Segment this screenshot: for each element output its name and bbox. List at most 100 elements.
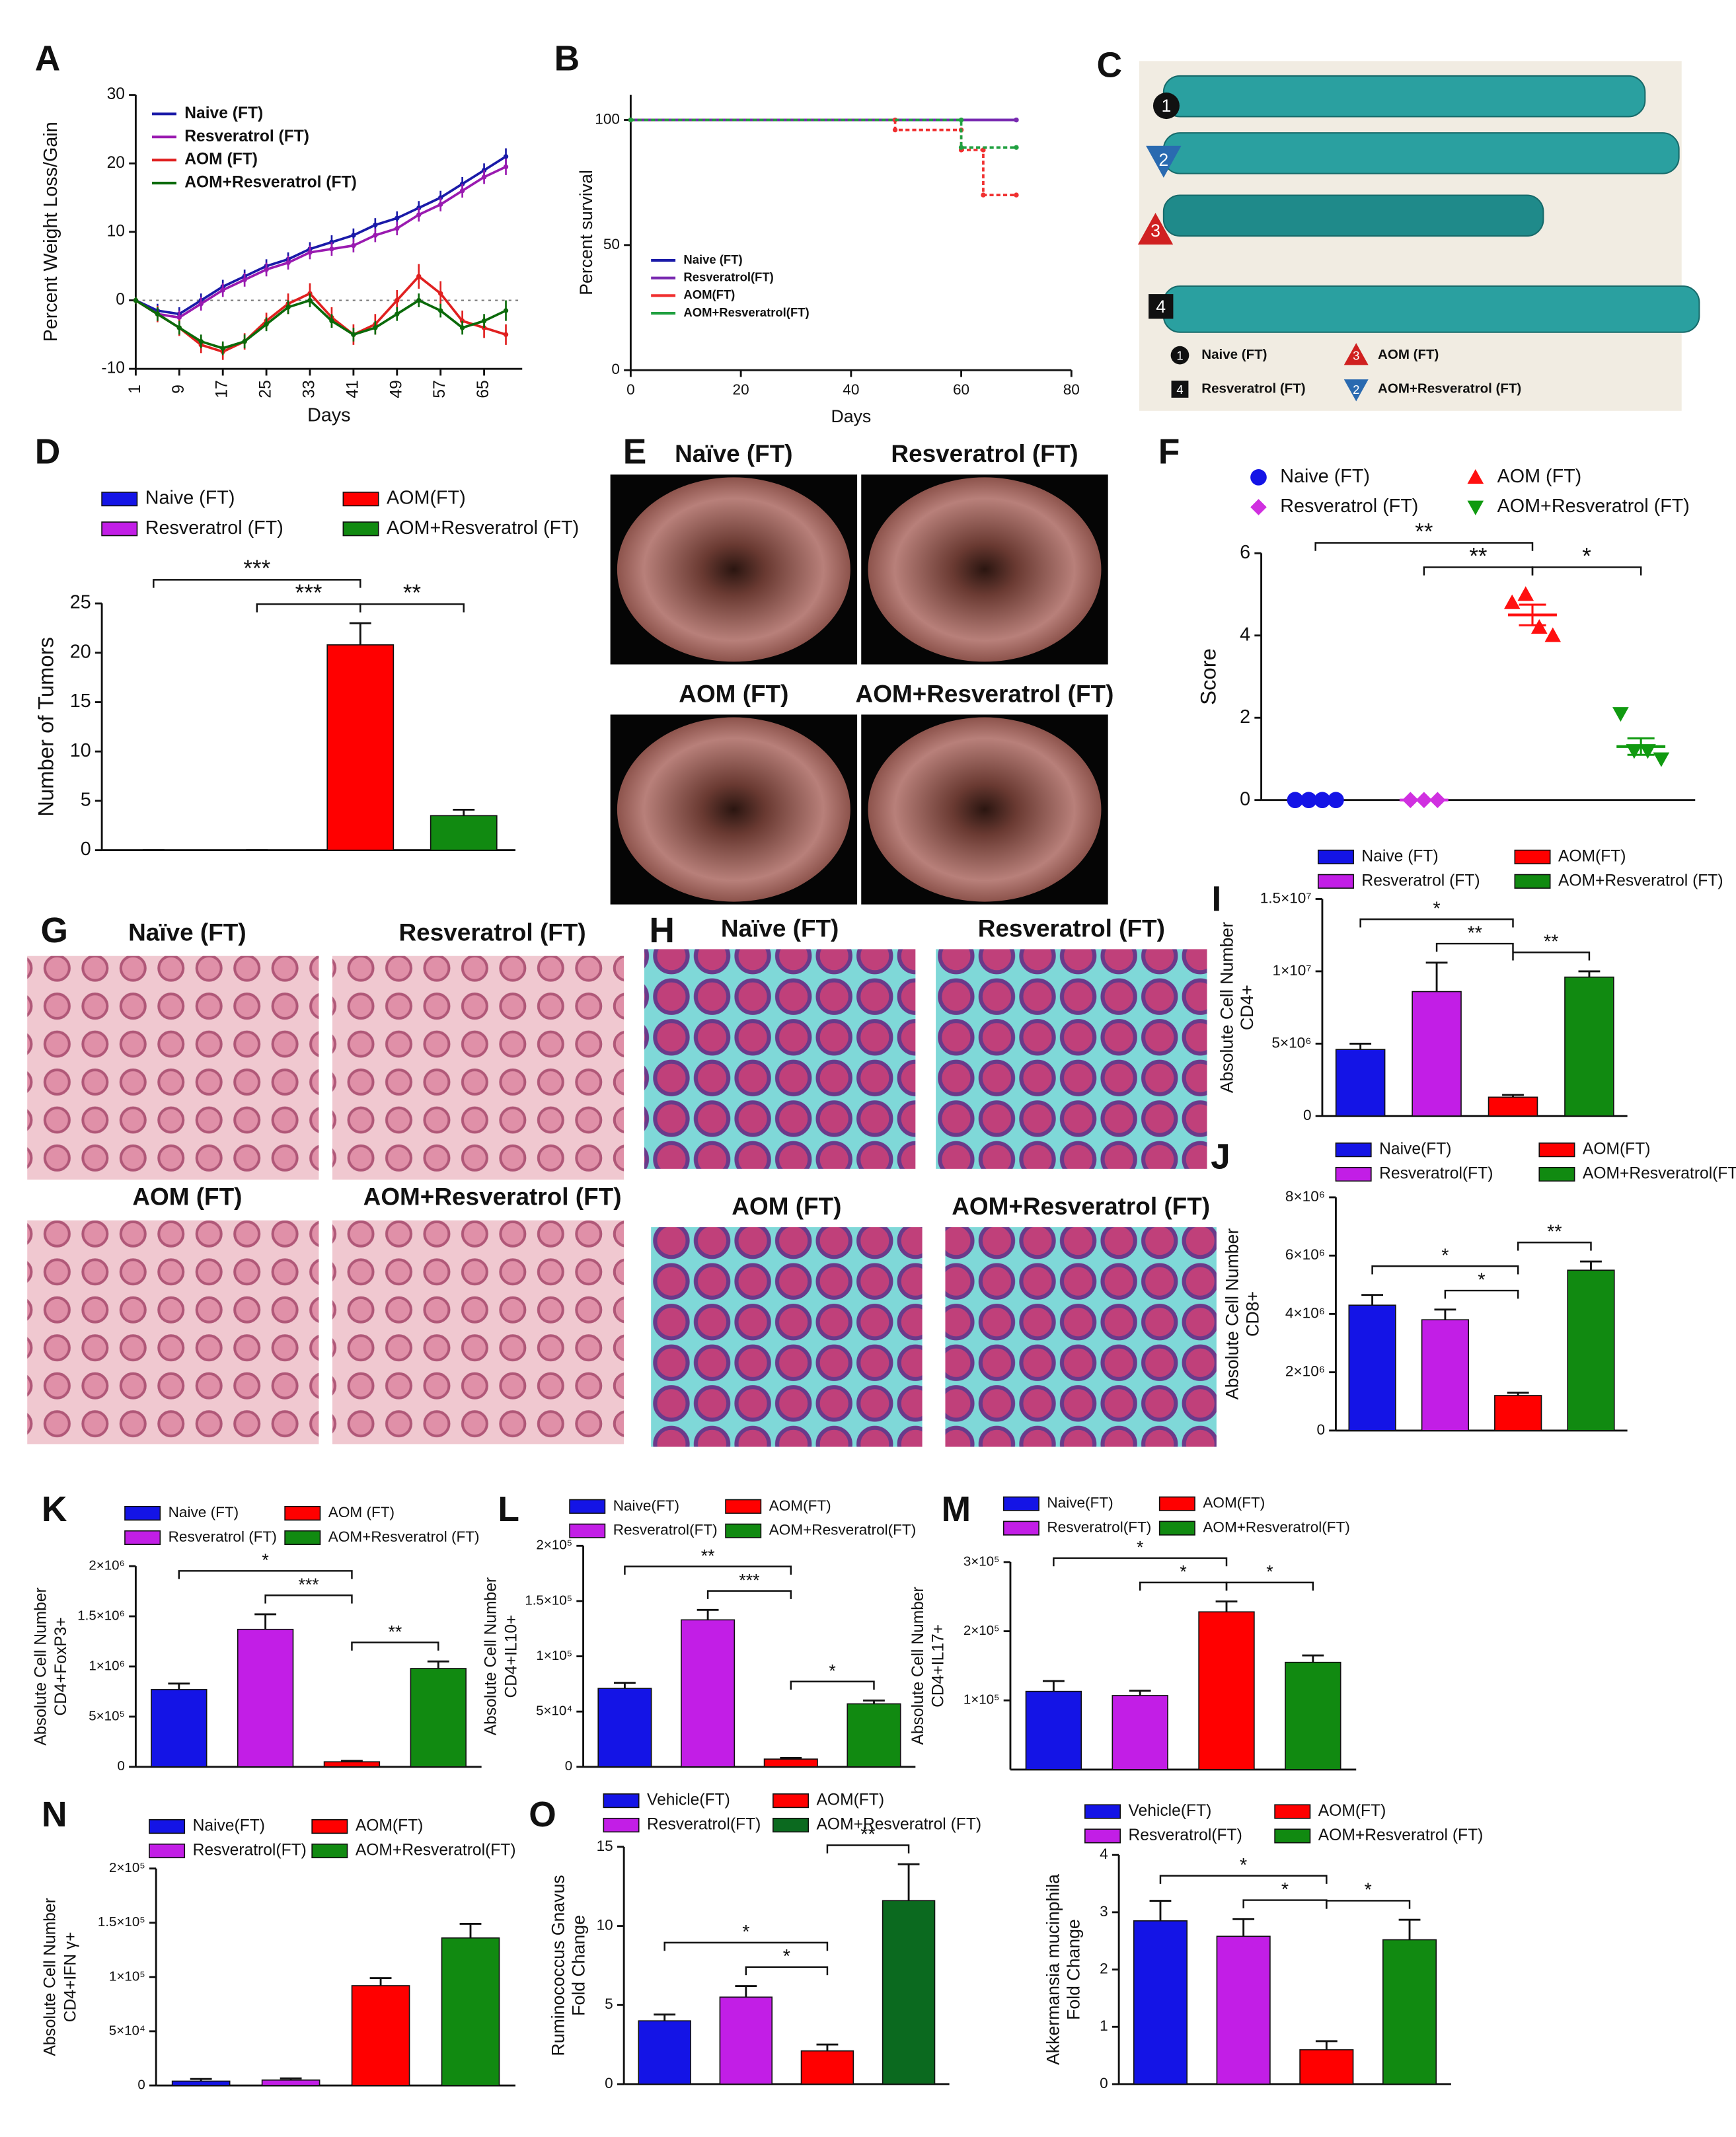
- data-point: [242, 277, 247, 283]
- legend-label: AOM+Resveratrol (FT): [387, 517, 579, 539]
- legend-label: AOM (FT): [184, 151, 258, 169]
- badge: [1170, 346, 1189, 365]
- legend-swatch: [1158, 1496, 1195, 1511]
- significance-label: *: [783, 1946, 790, 1967]
- photo-label: Resveratrol (FT): [891, 440, 1078, 467]
- legend-label: AOM+Resveratrol (FT): [817, 1816, 982, 1834]
- data-point: [307, 250, 313, 255]
- y-tick-label: 1×10⁵: [536, 1648, 572, 1663]
- series-line: [135, 165, 507, 319]
- legend-swatch: [1250, 469, 1267, 486]
- y-tick-label: 1.5×10⁵: [525, 1593, 572, 1608]
- panel-letter: K: [42, 1490, 67, 1529]
- data-point: [1503, 594, 1521, 609]
- significance-label: *: [1478, 1269, 1485, 1291]
- significance-bracket: [1531, 566, 1642, 576]
- panel-letter: H: [649, 911, 675, 950]
- panel-letter: O: [529, 1795, 556, 1834]
- legend-label: AOM(FT): [356, 1817, 424, 1835]
- legend-swatch: [1274, 1828, 1311, 1844]
- histology-photo: [332, 1220, 624, 1444]
- colon-tissue: [1162, 194, 1544, 237]
- data-point: [220, 287, 225, 293]
- data-point: [351, 332, 356, 338]
- x-tick-label: 1: [126, 385, 144, 394]
- bar: [351, 1985, 410, 2086]
- significance-label: ***: [298, 1575, 319, 1594]
- y-tick-label: 6: [1240, 542, 1250, 563]
- data-point: [1612, 707, 1629, 722]
- photo-label: Resveratrol (FT): [978, 915, 1165, 942]
- bar: [719, 1996, 773, 2085]
- legend-label: AOM+Resveratrol(FT): [683, 305, 809, 319]
- y-axis-label: Number of Tumors: [34, 637, 58, 817]
- badge-label: 1: [1162, 96, 1172, 116]
- data-point: [198, 301, 204, 307]
- legend-label: AOM+Resveratrol(FT): [1583, 1165, 1736, 1183]
- y-tick-label: 6×10⁶: [1285, 1246, 1325, 1263]
- legend-label: Naive (FT): [1361, 847, 1438, 865]
- legend-label: AOM+Resveratrol(FT): [1203, 1519, 1350, 1536]
- legend-label: Naive(FT): [613, 1497, 679, 1514]
- data-point: [1014, 145, 1019, 150]
- photo-label: AOM+Resveratrol (FT): [856, 680, 1114, 707]
- y-tick-label: 1×10⁵: [109, 1968, 145, 1984]
- legend-swatch: [603, 1817, 640, 1833]
- legend-label: AOM (FT): [328, 1504, 395, 1520]
- data-point: [395, 311, 400, 317]
- bar: [1112, 1695, 1168, 1770]
- y-tick-label: 2×10⁵: [109, 1860, 145, 1875]
- panel-letter: D: [35, 433, 61, 472]
- y-tick-label: 5×10⁴: [109, 2023, 145, 2038]
- legend-swatch: [1250, 499, 1267, 515]
- bar: [326, 644, 395, 851]
- bar: [1494, 1395, 1542, 1431]
- data-point: [133, 297, 139, 303]
- legend-swatch: [311, 1843, 348, 1859]
- data-point: [176, 315, 182, 320]
- y-axis-label: Absolute Cell Number: [482, 1577, 500, 1735]
- data-point: [285, 305, 291, 310]
- legend-label: AOM(FT): [1558, 847, 1626, 865]
- legend-swatch: [1002, 1496, 1039, 1511]
- data-point: [503, 154, 509, 159]
- y-axis-label: CD4+FoxP3+: [52, 1617, 70, 1715]
- x-tick-label: 41: [344, 380, 361, 398]
- significance-bracket: [1314, 542, 1534, 551]
- y-axis-label: Fold Change: [568, 1915, 588, 2016]
- badge-label: 4: [1176, 383, 1183, 396]
- endoscopy-view: [617, 477, 850, 662]
- legend-label: Naive (FT): [169, 1504, 239, 1520]
- histology-photo: [644, 949, 916, 1169]
- legend-label: AOM+Resveratrol (FT): [1558, 872, 1723, 889]
- x-tick-label: 65: [474, 380, 492, 398]
- data-point: [416, 212, 422, 217]
- legend-label: AOM(FT): [387, 488, 466, 509]
- y-tick-label: 1.5×10⁵: [98, 1914, 145, 1930]
- bar: [1285, 1661, 1341, 1770]
- bar: [1564, 976, 1614, 1117]
- data-point: [481, 167, 487, 173]
- photo-label: AOM+Resveratrol (FT): [363, 1183, 622, 1211]
- y-axis-label: Ruminococcus Gnavus: [548, 1875, 568, 2056]
- badge-label: 2: [1353, 383, 1359, 396]
- y-tick-label: 10: [70, 740, 91, 761]
- x-tick-label: 33: [300, 380, 318, 398]
- legend-label: Resveratrol (FT): [145, 517, 283, 539]
- significance-label: *: [1365, 1880, 1372, 1901]
- legend-swatch: [1467, 469, 1484, 484]
- panel-letter: A: [35, 39, 61, 78]
- legend-swatch: [284, 1505, 321, 1521]
- legend-swatch: [1158, 1520, 1195, 1536]
- bar: [1216, 1935, 1271, 2085]
- legend-swatch: [1274, 1804, 1311, 1819]
- x-tick-label: 40: [843, 381, 859, 398]
- badge: [1146, 145, 1182, 178]
- significance-bracket: [1371, 1265, 1519, 1275]
- data-point: [481, 318, 487, 324]
- legend-swatch: [1538, 1143, 1575, 1158]
- bar: [171, 2080, 231, 2086]
- data-point: [958, 145, 964, 150]
- data-point: [1014, 192, 1019, 198]
- y-axis-label: Absolute Cell Number: [1223, 1228, 1242, 1400]
